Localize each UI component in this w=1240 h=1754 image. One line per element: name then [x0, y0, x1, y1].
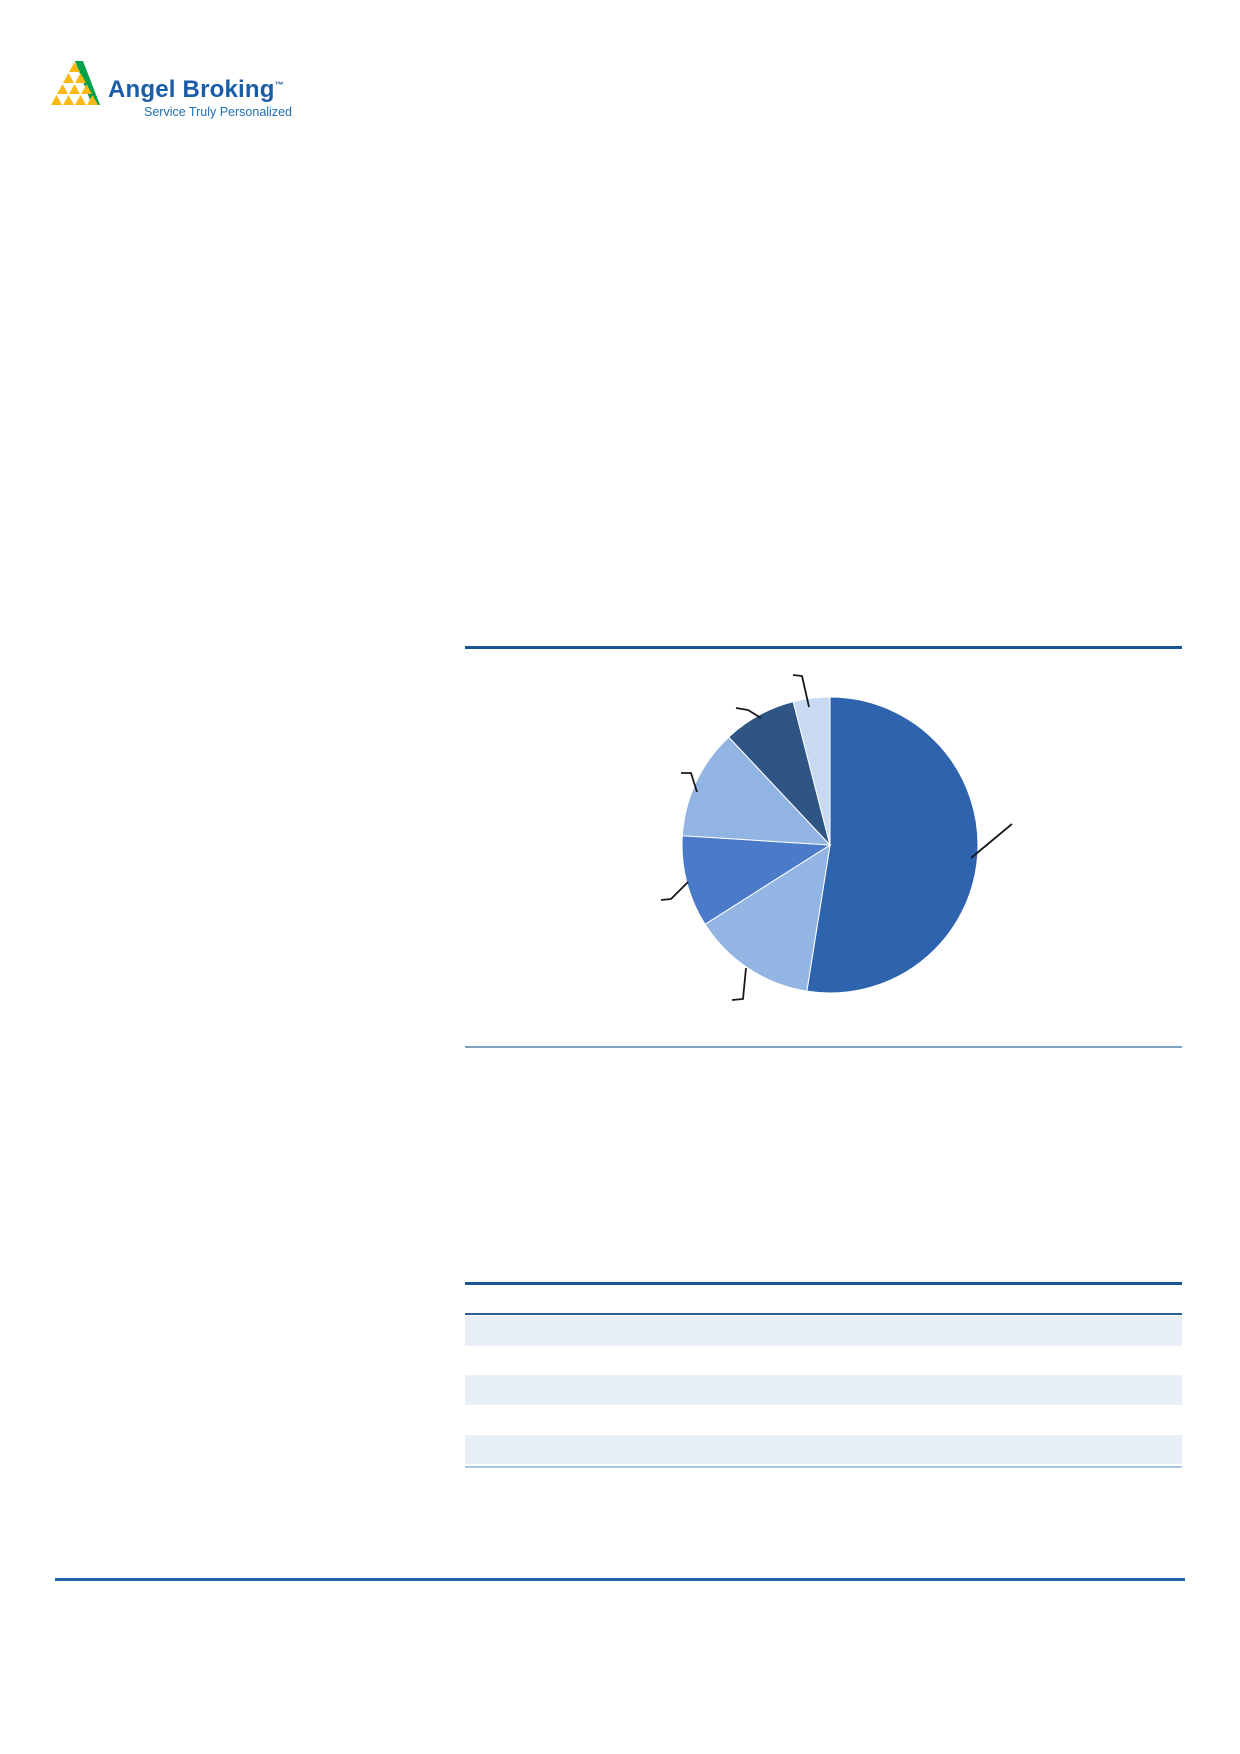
table-header-row	[465, 1285, 1182, 1313]
table-row	[465, 1375, 1182, 1405]
trademark-symbol: ™	[274, 80, 284, 90]
chart-section-bottom-rule	[465, 1046, 1182, 1048]
brand-text-block: Angel Broking™ Service Truly Personalize…	[108, 60, 292, 130]
pie-slice-3	[681, 835, 832, 925]
pie-chart	[660, 674, 1013, 1001]
chart-section-top-rule	[465, 646, 1182, 649]
table-row	[465, 1316, 1182, 1346]
callout-line-slice-3	[660, 881, 689, 901]
pie-slice-6	[792, 696, 831, 846]
footer-rule	[55, 1578, 1185, 1581]
callout-line-slice-4	[681, 772, 698, 793]
brand-name: Angel Broking™	[108, 78, 292, 102]
callout-line-slice-5	[735, 707, 762, 719]
pie-slice-1	[806, 696, 979, 994]
brand-name-text: Angel Broking	[108, 76, 275, 103]
brand-tagline: Service Truly Personalized	[144, 105, 292, 119]
logo-green-stripe	[75, 61, 100, 105]
pie-slices	[681, 696, 979, 994]
table-bottom-rule	[465, 1466, 1182, 1468]
table-header-bottom-rule	[465, 1313, 1182, 1315]
callout-line-slice-2	[731, 967, 747, 1001]
callout-line-slice-6	[792, 674, 810, 708]
pie-callout-lines	[660, 674, 1013, 1001]
callout-line-slice-1	[970, 823, 1013, 859]
table-top-rule	[465, 1282, 1182, 1285]
brand-logo: Angel Broking™ Service Truly Personalize…	[50, 60, 410, 130]
table-row	[465, 1435, 1182, 1464]
pie-slice-4	[681, 736, 832, 846]
angel-broking-pyramid-icon	[51, 61, 100, 105]
logo-yellow-triangles	[51, 62, 98, 105]
pie-slice-2	[704, 843, 831, 992]
